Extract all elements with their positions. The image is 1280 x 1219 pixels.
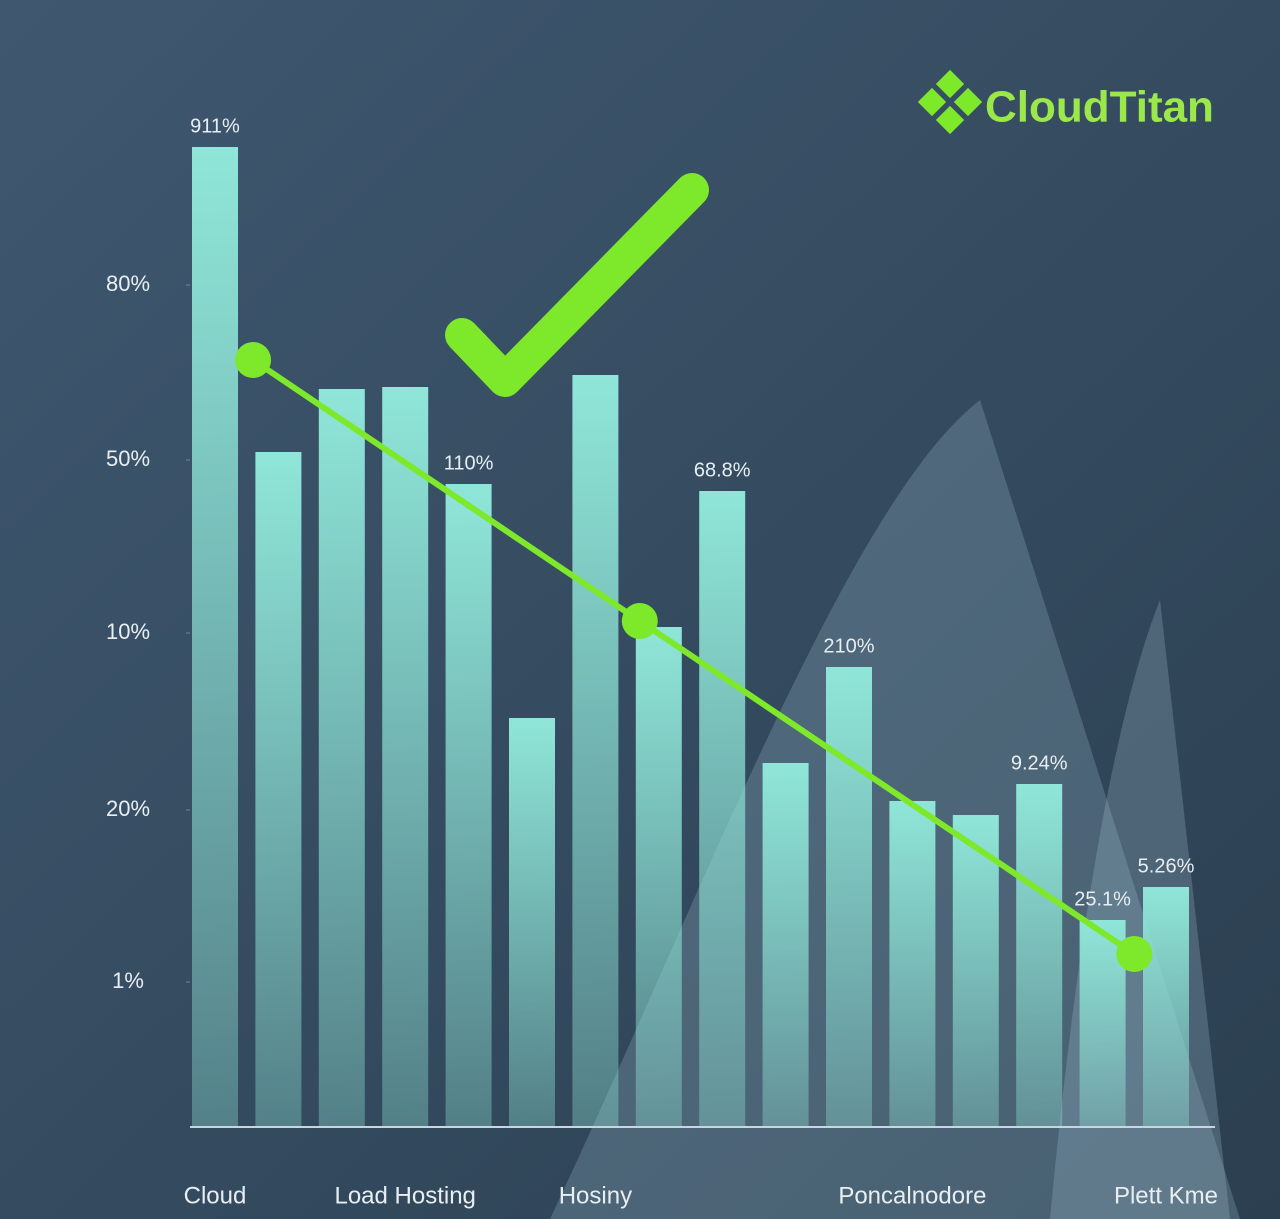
trend-point: [621, 603, 658, 639]
x-tick-label: Cloud: [184, 1182, 247, 1209]
bar: [192, 147, 238, 1127]
bar: [889, 801, 936, 1127]
bar: [509, 718, 555, 1127]
logo-square: [935, 69, 965, 99]
brand: CloudTitan: [985, 83, 1214, 132]
x-tick-label: Hosiny: [559, 1182, 632, 1209]
bar: [699, 491, 746, 1127]
trend-point: [1116, 936, 1153, 972]
bar: [318, 389, 365, 1127]
bar: [445, 484, 492, 1127]
x-tick-label: Load Hosting: [334, 1182, 475, 1209]
data-label: 911%: [190, 115, 240, 137]
bar: [826, 667, 872, 1127]
x-tick-label: Plett Kme: [1114, 1182, 1218, 1209]
y-tick-label: 1%: [112, 968, 144, 993]
y-tick-label: 80%: [106, 271, 150, 296]
bar: [382, 387, 429, 1127]
plot: 1% 20% 10% 50% 80% 911% Cloud Load Hosting 110% H…: [106, 115, 1218, 1209]
data-label: 110%: [444, 452, 494, 474]
data-label: 68.8%: [694, 459, 751, 481]
logo: CloudTitan: [917, 69, 1214, 135]
checkmark: [445, 173, 709, 397]
x-tick-label: Poncalnodore: [838, 1182, 986, 1209]
logo-square: [935, 105, 965, 135]
bar: [635, 627, 682, 1127]
bar: [762, 763, 809, 1127]
y-tick-label: 50%: [106, 446, 150, 471]
y-tick-label: 20%: [106, 796, 150, 821]
data-label: 9.24%: [1011, 752, 1068, 774]
bar: [1016, 784, 1063, 1127]
logo-square: [917, 87, 947, 117]
y-tick-label: 10%: [106, 619, 150, 644]
bar: [572, 375, 619, 1127]
logo-square: [953, 87, 983, 117]
bar: [952, 815, 999, 1127]
bar: [1143, 887, 1189, 1127]
trend-point: [235, 342, 272, 378]
data-label: 25.1%: [1074, 888, 1131, 910]
data-label: 5.26%: [1138, 855, 1195, 877]
data-label: 210%: [823, 635, 874, 657]
bar: [255, 452, 302, 1127]
